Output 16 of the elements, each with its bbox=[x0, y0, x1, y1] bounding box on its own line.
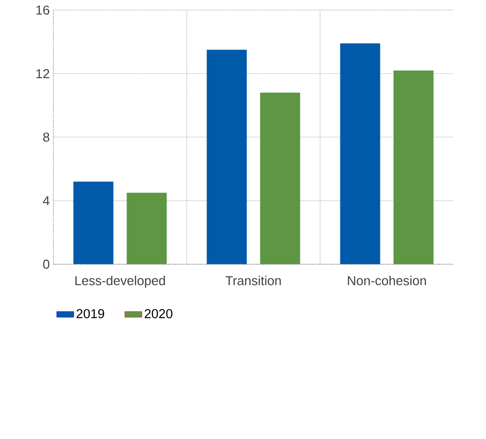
bar bbox=[340, 43, 380, 264]
y-tick-label: 16 bbox=[36, 5, 50, 15]
bar bbox=[394, 70, 434, 264]
y-tick-label: 0 bbox=[43, 260, 50, 269]
legend-label: 2020 bbox=[144, 309, 172, 318]
bar bbox=[260, 92, 300, 264]
x-tick-label: Transition bbox=[226, 276, 281, 286]
bar bbox=[206, 50, 247, 264]
legend-label: 2019 bbox=[76, 309, 104, 318]
y-tick-label: 12 bbox=[36, 69, 50, 78]
bar bbox=[126, 192, 167, 264]
bar bbox=[73, 182, 114, 264]
x-tick-label: Less-developed bbox=[75, 276, 165, 288]
y-tick-label: 4 bbox=[42, 196, 50, 206]
y-tick-label: 8 bbox=[43, 132, 50, 142]
x-tick-label: Non-cohesion bbox=[348, 276, 426, 286]
